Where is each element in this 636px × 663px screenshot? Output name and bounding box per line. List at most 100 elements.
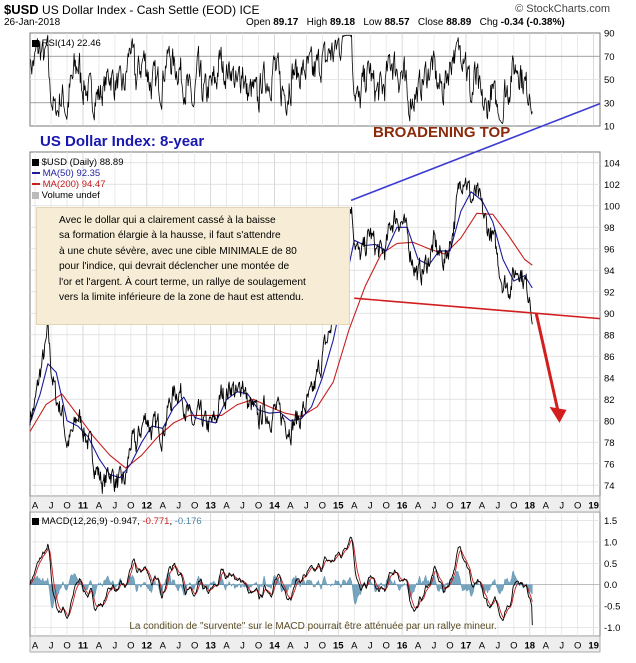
x-tick-label: 16	[397, 641, 408, 652]
price-tick-label: 74	[604, 481, 615, 492]
macd-histogram	[29, 570, 533, 609]
x-tick-label: O	[574, 641, 581, 652]
x-tick-label: 11	[78, 501, 89, 512]
x-tick-label: 15	[333, 501, 344, 512]
close-label: Close	[417, 17, 444, 28]
x-tick-label: J	[240, 641, 245, 652]
x-tick-label: A	[287, 501, 294, 512]
trendline-upper	[350, 102, 601, 202]
note-line: sa formation élargie à la hausse, il fau…	[59, 230, 281, 242]
rsi-tick-label: 70	[604, 52, 615, 63]
x-tick-label: J	[176, 501, 181, 512]
x-tick-label: J	[49, 641, 54, 652]
price-tick-label: 96	[604, 244, 615, 255]
ohlc-readout: Open 89.17 High 89.18 Low 88.57 Close 88…	[246, 17, 565, 28]
x-tick-label: A	[96, 501, 103, 512]
x-tick-label: A	[287, 641, 294, 652]
price-tick-label: 92	[604, 287, 615, 298]
x-tick-label: O	[446, 641, 453, 652]
x-tick-label: O	[255, 501, 262, 512]
trendline-lower	[354, 297, 601, 320]
price-line	[29, 177, 533, 494]
ma200-legend-name: MA(200)	[42, 179, 80, 190]
open-label: Open	[246, 17, 271, 28]
macd-panel-frame	[29, 511, 601, 637]
x-axis-strip-lower	[29, 635, 601, 653]
annotation-macd-note: La condition de "survente" sur le MACD p…	[129, 621, 497, 632]
rsi-tick-label: 90	[604, 29, 615, 40]
note-line: pour l'indice, qui devrait déclencher un…	[59, 261, 290, 273]
x-tick-label: A	[479, 501, 486, 512]
x-tick-label: O	[127, 501, 134, 512]
price-tick-label: 80	[604, 416, 615, 427]
price-tick-label: 90	[604, 309, 615, 320]
open-value: 89.17	[273, 17, 299, 28]
volume-legend-name: Volume undef	[41, 190, 100, 201]
x-tick-label: A	[160, 501, 167, 512]
x-tick-label: A	[32, 501, 39, 512]
ma200-legend: MA(200) 94.47	[32, 179, 106, 190]
macd-signal-value: -0.771	[142, 516, 170, 527]
x-tick-label: A	[415, 501, 422, 512]
price-tick-label: 88	[604, 330, 615, 341]
note-line: vers la limite inférieure de la zone de …	[59, 292, 304, 304]
x-tick-label: 16	[397, 501, 408, 512]
x-tick-label: J	[559, 641, 564, 652]
price-legend-name: $USD (Daily)	[41, 157, 98, 168]
ma50-legend: MA(50) 92.35	[32, 168, 100, 179]
chg-value: -0.34 (-0.38%)	[500, 17, 565, 28]
macd-legend-value: -0.947	[110, 516, 138, 527]
annotation-big-title: US Dollar Index: 8-year	[40, 133, 205, 150]
x-tick-label: A	[543, 501, 550, 512]
volume-legend: Volume undef	[32, 190, 100, 201]
price-tick-label: 102	[604, 180, 620, 191]
macd-tick-label: 0.5	[604, 559, 617, 570]
x-tick-label: A	[223, 501, 230, 512]
x-tick-label: J	[495, 641, 500, 652]
price-legend-value: 88.89	[99, 157, 124, 168]
x-tick-label: J	[495, 501, 500, 512]
macd-tick-label: 1.0	[604, 537, 617, 548]
price-legend-swatch	[32, 158, 39, 166]
x-tick-label: J	[113, 501, 118, 512]
x-tick-label: O	[319, 641, 326, 652]
exchange-label: ICE	[239, 3, 260, 17]
x-tick-label: O	[63, 641, 70, 652]
ma50-line	[29, 191, 533, 479]
high-label: High	[306, 17, 328, 28]
annotation-note-box: Avec le dollar qui a clairement cassé à …	[36, 207, 350, 325]
x-tick-label: 12	[142, 501, 153, 512]
x-tick-label: O	[319, 501, 326, 512]
x-tick-label: J	[432, 641, 437, 652]
price-tick-label: 104	[604, 158, 620, 169]
x-tick-label: O	[255, 641, 262, 652]
brand-watermark: © StockCharts.com	[515, 3, 610, 15]
x-tick-label: O	[574, 501, 581, 512]
price-legend-usd: $USD (Daily) 88.89	[32, 157, 124, 168]
note-line: Avec le dollar qui a clairement cassé à …	[59, 215, 276, 226]
low-label: Low	[363, 17, 382, 28]
x-tick-label: O	[63, 501, 70, 512]
macd-hist-value: -0.176	[174, 516, 202, 527]
x-tick-label: O	[446, 501, 453, 512]
macd-tick-label: 1.5	[604, 516, 617, 527]
x-tick-label: O	[127, 641, 134, 652]
rsi-tick-label: 10	[604, 122, 615, 133]
ma200-line	[29, 212, 533, 469]
rsi-tick-label: 50	[604, 75, 615, 86]
x-tick-label: 13	[205, 501, 216, 512]
macd-tick-label: 0.0	[604, 580, 617, 591]
macd-line	[29, 536, 533, 626]
x-tick-label: 19	[588, 641, 599, 652]
x-tick-label: J	[368, 501, 373, 512]
chart-date: 26-Jan-2018	[4, 17, 61, 28]
x-tick-label: A	[160, 641, 167, 652]
x-tick-label: J	[240, 501, 245, 512]
x-axis-strip-upper	[29, 495, 601, 513]
volume-legend-swatch	[32, 191, 39, 199]
x-tick-label: J	[432, 501, 437, 512]
x-tick-label: 14	[269, 501, 280, 512]
x-tick-label: J	[304, 641, 309, 652]
note-line: à une chute sévère, avec une cible MINIM…	[59, 245, 297, 257]
chg-label: Chg	[479, 17, 498, 28]
